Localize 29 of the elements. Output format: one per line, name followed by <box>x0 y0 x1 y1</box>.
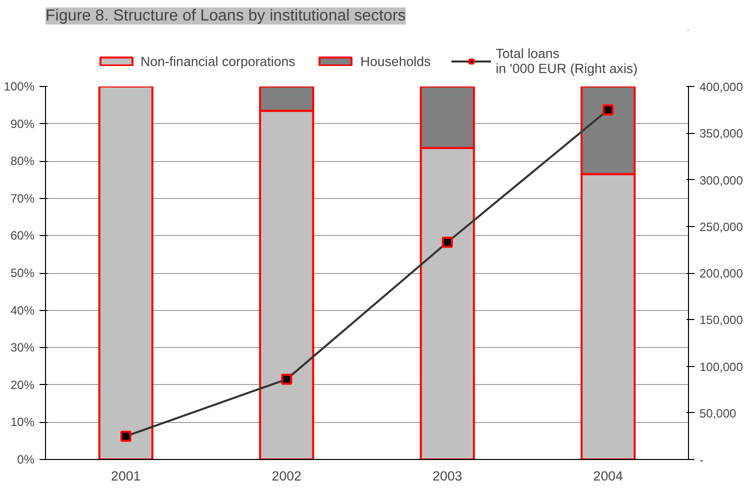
y2-tick-label: 400,000 <box>700 80 744 94</box>
y-tick-label: 20% <box>10 378 35 392</box>
x-tick-label: 2003 <box>432 468 462 484</box>
y-tick-label: 40% <box>10 303 35 318</box>
bar <box>98 86 154 460</box>
y2-tick-label: 250,000 <box>700 220 744 234</box>
y2-tick-label: - <box>700 453 704 467</box>
y2-tick-label: 300,000 <box>700 173 744 188</box>
y-tick-label: 100% <box>4 80 35 94</box>
legend-label: Households <box>360 54 431 68</box>
legend-label: Total loans in '000 EUR (Right axis) <box>496 46 638 76</box>
y-tick-label: 70% <box>10 191 35 206</box>
y2-tick-label: 200,000 <box>700 266 744 280</box>
x-tick-label: 2001 <box>111 468 141 484</box>
x-tick-label: 2002 <box>272 468 302 484</box>
y-tick-label: 80% <box>10 154 35 168</box>
y-tick-label: 60% <box>10 228 35 243</box>
y-tick-label: 50% <box>10 266 35 280</box>
y2-tick-label: 50,000 <box>700 406 737 420</box>
y-tick-label: 0% <box>17 452 35 466</box>
y-tick-label: 90% <box>10 116 35 131</box>
y2-tick-label: 150,000 <box>700 313 744 328</box>
legend-label: Non-financial corporations <box>140 54 296 68</box>
y2-tick-label: 350,000 <box>700 126 744 141</box>
x-tick-label: 2004 <box>593 468 624 484</box>
y2-tick-label: 100,000 <box>700 360 744 374</box>
chart-title: Figure 8. Structure of Loans by institutional sectors <box>46 8 406 24</box>
y-tick-label: 10% <box>10 415 35 430</box>
y-tick-label: 30% <box>10 340 35 355</box>
